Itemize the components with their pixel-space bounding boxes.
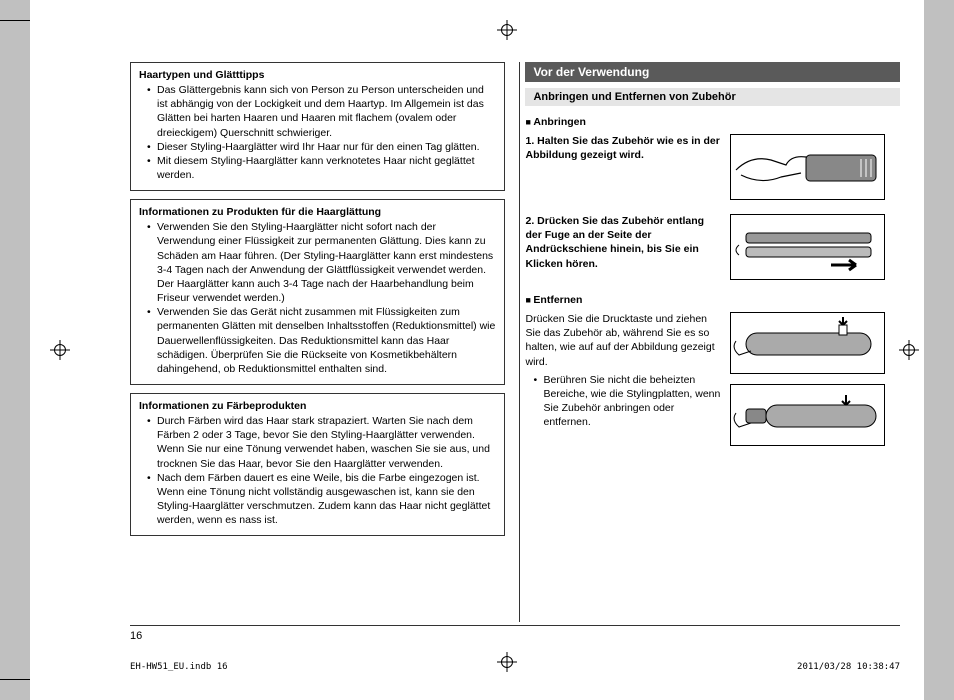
step-number: 2. — [525, 215, 534, 227]
left-column: Haartypen und Glätttipps Das Glättergebn… — [130, 62, 505, 622]
illustration-remove-2-icon — [730, 384, 885, 446]
content-area: Haartypen und Glätttipps Das Glättergebn… — [130, 62, 900, 622]
registration-mark-icon — [50, 340, 70, 360]
list-item: Verwenden Sie das Gerät nicht zusammen m… — [147, 305, 496, 376]
section-header: Vor der Verwendung — [525, 62, 900, 82]
illustration-hold-icon — [730, 134, 885, 200]
step-number: 1. — [525, 135, 534, 147]
list-item: Das Glättergebnis kann sich von Person z… — [147, 83, 496, 140]
registration-mark-icon — [899, 340, 919, 360]
right-column: Vor der Verwendung Anbringen und Entfern… — [525, 62, 900, 622]
list-item: Verwenden Sie den Styling-Haarglätter ni… — [147, 220, 496, 305]
remove-label: Entfernen — [525, 294, 900, 306]
remove-text: Drücken Sie die Drucktaste und ziehen Si… — [525, 313, 714, 368]
page-number: 16 — [130, 630, 142, 642]
footer-file: EH-HW51_EU.indb 16 — [130, 662, 228, 672]
remove-bullet: Berühren Sie nicht die beheizten Bereich… — [533, 373, 720, 430]
list-item: Nach dem Färben dauert es eine Weile, bi… — [147, 471, 496, 528]
info-box-hairtypes: Haartypen und Glätttipps Das Glättergebn… — [130, 62, 505, 191]
step-2: 2. Drücken Sie das Zubehör entlang der F… — [525, 214, 900, 280]
info-box-products: Informationen zu Produkten für die Haarg… — [130, 199, 505, 385]
list-item: Durch Färben wird das Haar stark strapaz… — [147, 414, 496, 471]
step-text: Halten Sie das Zubehör wie es in der Abb… — [525, 135, 719, 161]
list-item: Mit diesem Styling-Haarglätter kann verk… — [147, 154, 496, 182]
box-title: Haartypen und Glätttipps — [139, 69, 496, 81]
step-text: Drücken Sie das Zubehör entlang der Fuge… — [525, 215, 704, 270]
box-title: Informationen zu Färbeprodukten — [139, 400, 496, 412]
footer-timestamp: 2011/03/28 10:38:47 — [797, 662, 900, 672]
print-footer: EH-HW51_EU.indb 16 2011/03/28 10:38:47 — [130, 662, 900, 672]
footer-rule — [130, 625, 900, 626]
box-title: Informationen zu Produkten für die Haarg… — [139, 206, 496, 218]
step-1: 1. Halten Sie das Zubehör wie es in der … — [525, 134, 900, 200]
remove-block: Drücken Sie die Drucktaste und ziehen Si… — [525, 312, 900, 456]
info-box-coloring: Informationen zu Färbeprodukten Durch Fä… — [130, 393, 505, 536]
sub-header: Anbringen und Entfernen von Zubehör — [525, 88, 900, 106]
illustration-remove-1-icon — [730, 312, 885, 374]
column-divider — [519, 62, 520, 622]
illustration-press-icon — [730, 214, 885, 280]
attach-label: Anbringen — [525, 116, 900, 128]
registration-mark-icon — [497, 20, 517, 40]
list-item: Dieser Styling-Haarglätter wird Ihr Haar… — [147, 140, 496, 154]
page: Haartypen und Glätttipps Das Glättergebn… — [30, 0, 924, 700]
